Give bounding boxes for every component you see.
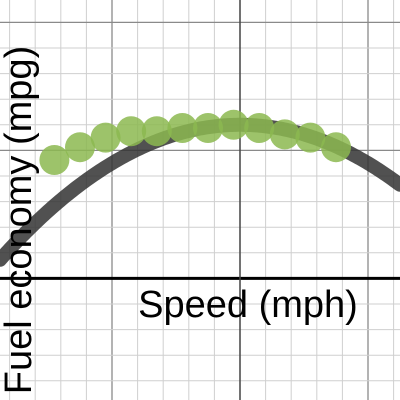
data-point xyxy=(65,132,95,163)
data-point xyxy=(269,119,300,150)
data-point xyxy=(218,109,249,140)
data-point xyxy=(90,122,121,153)
data-point xyxy=(167,113,198,143)
data-point xyxy=(321,132,351,163)
data-points xyxy=(39,109,351,175)
data-point xyxy=(116,116,147,147)
data-point xyxy=(193,113,223,143)
x-axis-label: Speed (mph) xyxy=(138,284,358,326)
y-axis-label: Fuel economy (mpg) xyxy=(0,46,40,394)
data-point xyxy=(39,145,70,175)
data-point xyxy=(244,113,275,143)
data-point xyxy=(141,116,172,147)
data-point xyxy=(295,122,326,153)
